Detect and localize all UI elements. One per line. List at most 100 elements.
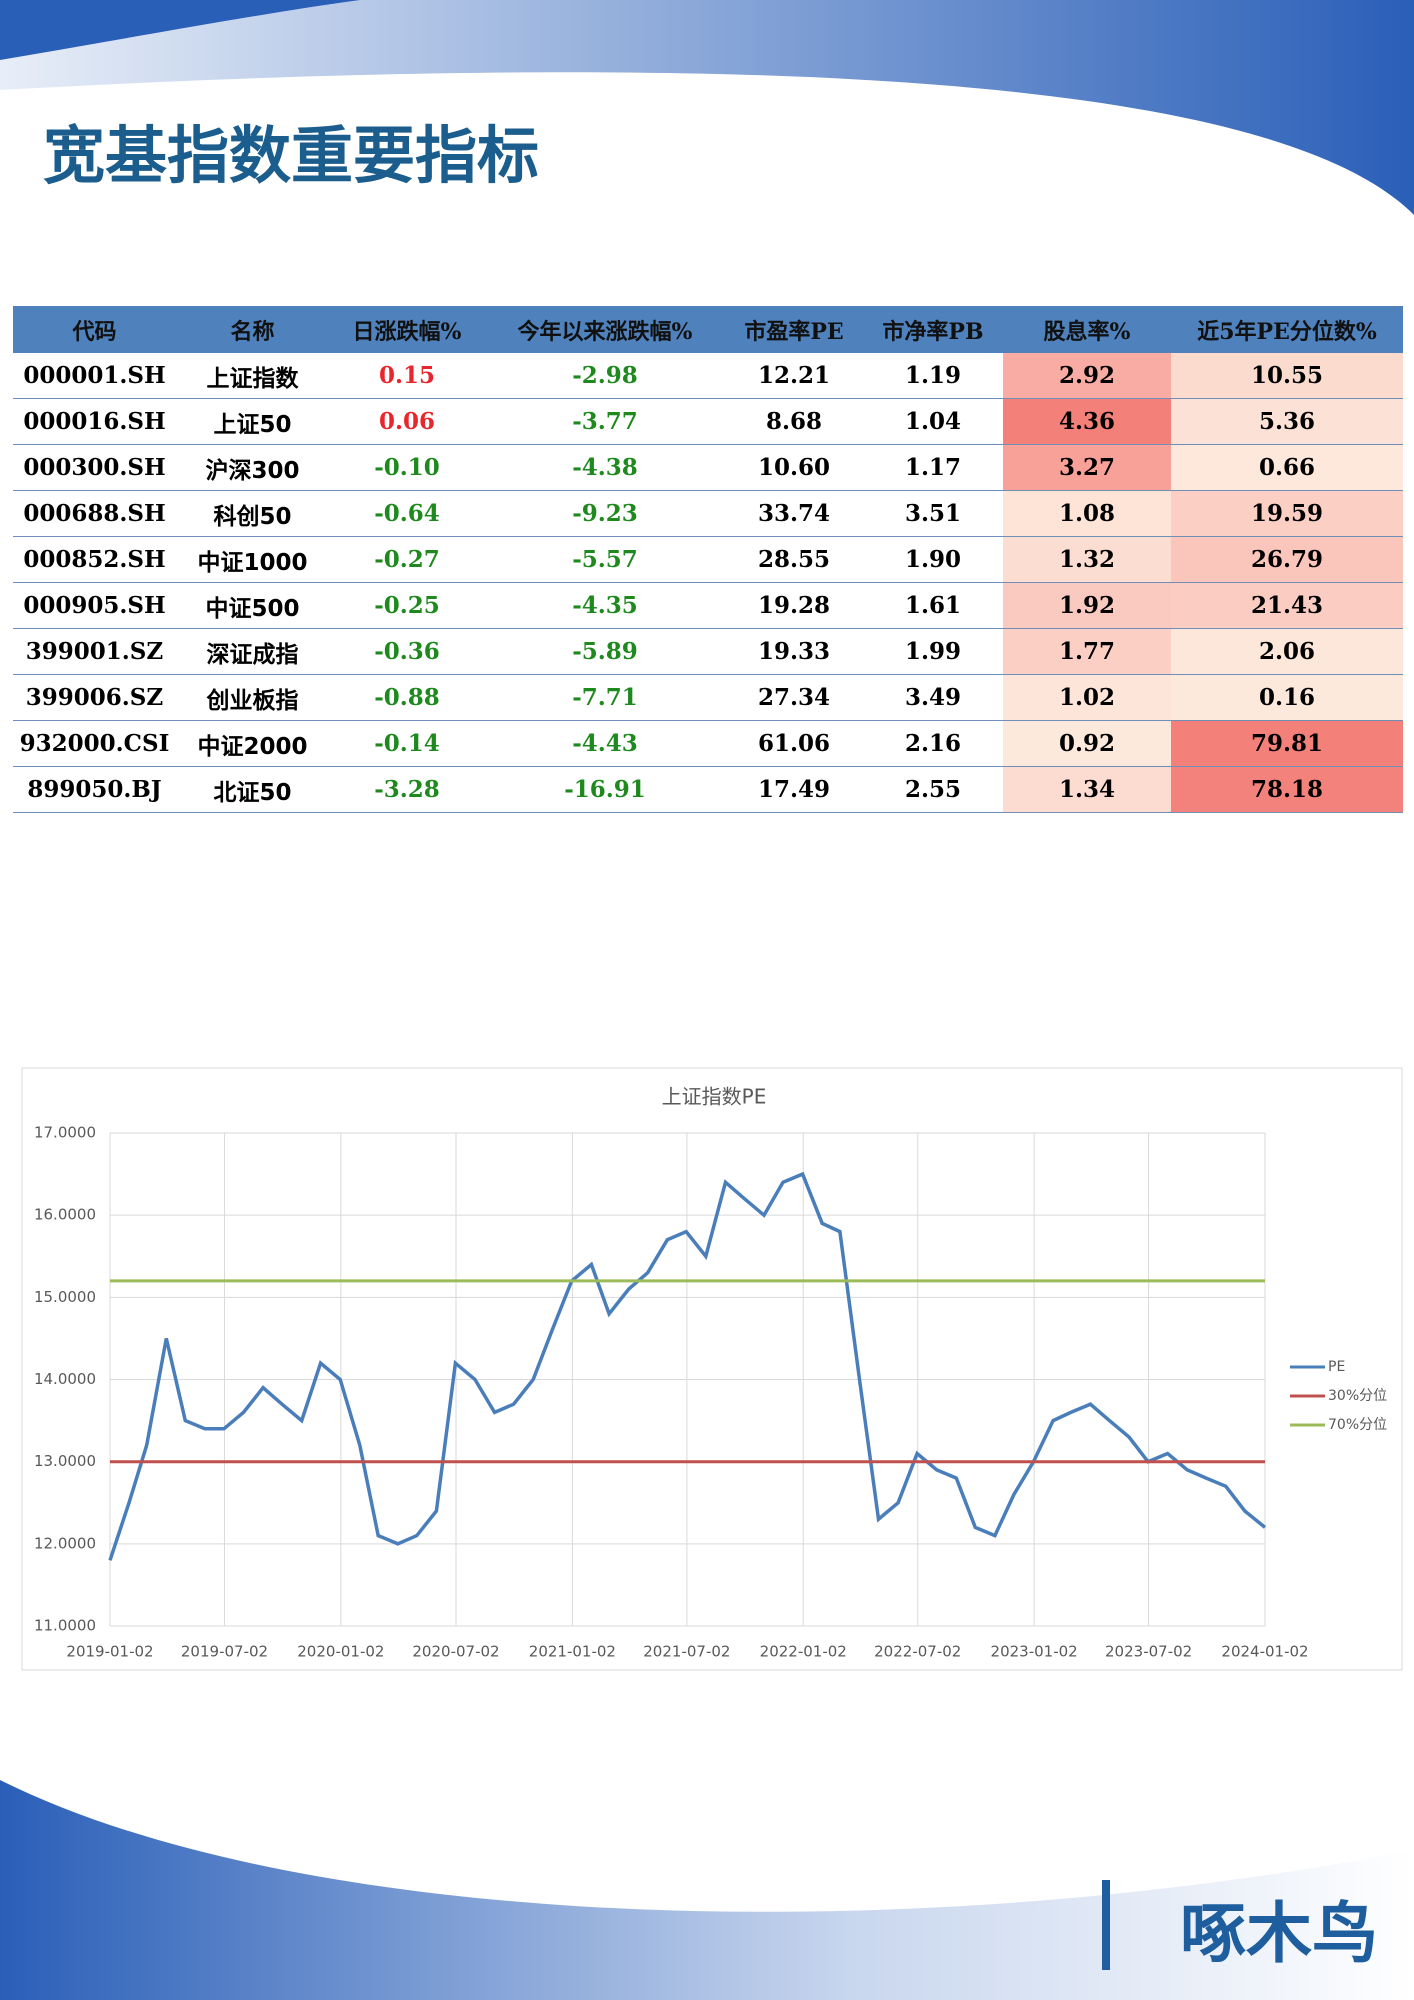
table-cell: 78.18 [1171, 766, 1403, 813]
logo: 啄木鸟 [1180, 1895, 1378, 1972]
chart-frame [21, 1067, 1403, 1671]
table-cell: 8.68 [725, 398, 863, 445]
table-cell: 000905.SH [13, 582, 176, 629]
table-cell: 3.49 [863, 674, 1003, 721]
table-cell: 27.34 [725, 674, 863, 721]
column-header: 近5年PE分位数% [1171, 306, 1403, 353]
table-cell: 1.19 [863, 353, 1003, 399]
table-cell: 19.28 [725, 582, 863, 629]
table-cell: -0.27 [329, 536, 485, 583]
table-cell: 399001.SZ [13, 628, 176, 675]
table-row: 899050.BJ 北证50 -3.28 -16.91 17.49 2.55 1.34 78.… [13, 766, 1403, 813]
table-cell: -3.28 [329, 766, 485, 813]
table-cell: 3.27 [1003, 444, 1171, 491]
legend-label: 30%分位 [1328, 1388, 1387, 1404]
table-cell: 932000.CSI [13, 720, 176, 767]
table-cell: -0.36 [329, 628, 485, 675]
table-row: 000016.SH 上证50 0.06 -3.77 8.68 1.04 4.36 5.36 [13, 398, 1403, 445]
table-row: 399006.SZ 创业板指 -0.88 -7.71 27.34 3.49 1.02 0.16 [13, 674, 1403, 721]
table-cell: 中证500 [176, 582, 329, 629]
table-cell: 2.16 [863, 720, 1003, 767]
column-header: 代码 [13, 306, 176, 353]
column-header: 市净率PB [863, 306, 1003, 353]
table-cell: 3.51 [863, 490, 1003, 537]
column-header: 名称 [176, 306, 329, 353]
table-cell: -2.98 [485, 353, 725, 399]
table-cell: 10.55 [1171, 353, 1403, 399]
table-cell: 沪深300 [176, 444, 329, 491]
table-cell: 1.34 [1003, 766, 1171, 813]
table-cell: 科创50 [176, 490, 329, 537]
y-tick-label: 17.0000 [34, 1124, 96, 1142]
table-row: 399001.SZ 深证成指 -0.36 -5.89 19.33 1.99 1.77 2.06 [13, 628, 1403, 675]
table-cell: 0.66 [1171, 444, 1403, 491]
table-cell: 12.21 [725, 353, 863, 399]
table-cell: 26.79 [1171, 536, 1403, 583]
table-cell: 2.92 [1003, 353, 1171, 399]
table-cell: -4.43 [485, 720, 725, 767]
table-cell: -3.77 [485, 398, 725, 445]
legend-label: PE [1328, 1359, 1345, 1375]
x-tick-label: 2020-07-02 [412, 1643, 499, 1661]
table-cell: 000001.SH [13, 353, 176, 399]
table-cell: 000300.SH [13, 444, 176, 491]
top-swoosh-dark [0, 0, 360, 60]
table-cell: -0.10 [329, 444, 485, 491]
table-row: 932000.CSI 中证2000 -0.14 -4.43 61.06 2.16 0.92 7… [13, 720, 1403, 767]
line-series [108, 1171, 1267, 1561]
y-tick-label: 14.0000 [34, 1370, 96, 1388]
column-header: 市盈率PE [725, 306, 863, 353]
x-tick-label: 2023-01-02 [991, 1643, 1078, 1661]
table-cell: 5.36 [1171, 398, 1403, 445]
bottom-swoosh [0, 1780, 1414, 2000]
table-cell: 1.61 [863, 582, 1003, 629]
table-cell: 深证成指 [176, 628, 329, 675]
table-cell: -0.25 [329, 582, 485, 629]
table-row: 000001.SH 上证指数 0.15 -2.98 12.21 1.19 2.92 10.55 [13, 353, 1403, 399]
table-cell: 北证50 [176, 766, 329, 813]
table-cell: 1.17 [863, 444, 1003, 491]
table-cell: 2.06 [1171, 628, 1403, 675]
y-tick-label: 11.0000 [34, 1617, 96, 1635]
table-cell: 1.92 [1003, 582, 1171, 629]
table-row: 000905.SH 中证500 -0.25 -4.35 19.28 1.61 1.92 21.… [13, 582, 1403, 629]
table-cell: 000016.SH [13, 398, 176, 445]
table-cell: 创业板指 [176, 674, 329, 721]
index-table: 代码 名称 日涨跌幅% 今年以来涨跌幅% 市盈率PE 市净率PB 股息率% 近5年PE分位数%… [13, 306, 1403, 813]
y-tick-label: 15.0000 [34, 1288, 96, 1306]
table-cell: 19.33 [725, 628, 863, 675]
table-cell: 899050.BJ [13, 766, 176, 813]
x-tick-label: 2024-01-02 [1221, 1643, 1308, 1661]
chart-title: 上证指数PE [662, 1085, 767, 1109]
y-tick-label: 12.0000 [34, 1534, 96, 1552]
y-tick-label: 16.0000 [34, 1206, 96, 1224]
table-cell: 1.99 [863, 628, 1003, 675]
table-cell: 0.15 [329, 353, 485, 399]
table-cell: 4.36 [1003, 398, 1171, 445]
table-cell: -4.38 [485, 444, 725, 491]
x-tick-label: 2022-01-02 [760, 1643, 847, 1661]
table-row: 000300.SH 沪深300 -0.10 -4.38 10.60 1.17 3.27 0.6… [13, 444, 1403, 491]
table-cell: 10.60 [725, 444, 863, 491]
table-cell: 上证50 [176, 398, 329, 445]
table-cell: 1.08 [1003, 490, 1171, 537]
table-cell: 1.77 [1003, 628, 1171, 675]
table-cell: 中证1000 [176, 536, 329, 583]
table-cell: 21.43 [1171, 582, 1403, 629]
table-cell: 上证指数 [176, 353, 329, 399]
table-cell: 33.74 [725, 490, 863, 537]
table-cell: -7.71 [485, 674, 725, 721]
x-tick-label: 2022-07-02 [874, 1643, 961, 1661]
column-header: 股息率% [1003, 306, 1171, 353]
table-cell: 1.04 [863, 398, 1003, 445]
table-cell: -4.35 [485, 582, 725, 629]
table-cell: -16.91 [485, 766, 725, 813]
table-cell: 0.06 [329, 398, 485, 445]
table-cell: 0.16 [1171, 674, 1403, 721]
table-cell: 0.92 [1003, 720, 1171, 767]
logo-icon [1102, 1880, 1110, 1970]
column-header: 日涨跌幅% [329, 306, 485, 353]
